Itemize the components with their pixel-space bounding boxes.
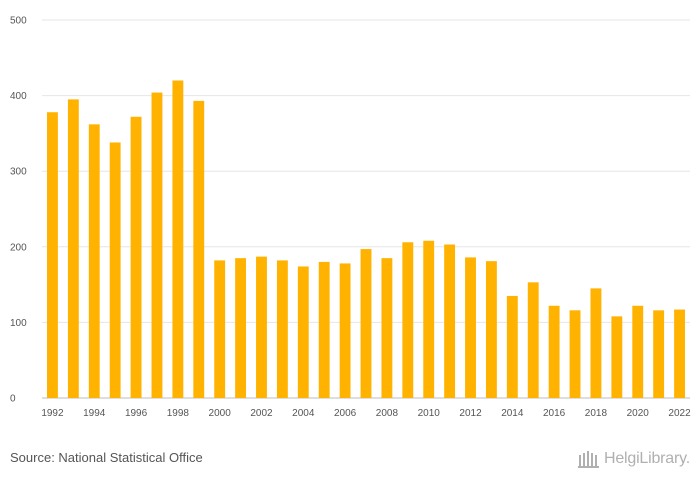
bar-2015	[527, 282, 539, 398]
bar-2009	[402, 242, 414, 398]
x-axis-labels: 1992 1994 1996 1998 2000 2002 2004 2006 2008 2010…	[41, 408, 691, 419]
x-tick-label: 1998	[167, 408, 190, 419]
bar-2022	[674, 309, 685, 398]
bar-2004	[297, 266, 309, 398]
x-tick-label: 2020	[627, 408, 650, 419]
bar-1999	[193, 100, 205, 398]
x-tick-label: 2008	[376, 408, 399, 419]
bar-2014	[506, 295, 518, 398]
bar-2019	[611, 316, 623, 398]
x-tick-label: 1996	[125, 408, 148, 419]
y-tick-label: 400	[10, 91, 27, 102]
bar-2002	[256, 256, 267, 398]
x-tick-label: 2006	[334, 408, 357, 419]
x-tick-label: 2022	[668, 408, 691, 419]
x-tick-label: 2004	[292, 408, 315, 419]
x-tick-label: 2014	[501, 408, 524, 419]
bar-2017	[569, 310, 581, 398]
grid-lines	[42, 19, 690, 399]
source-note: Source: National Statistical Office	[10, 450, 203, 465]
y-tick-label: 100	[10, 318, 27, 329]
library-building-icon	[577, 451, 599, 468]
y-tick-label: 300	[10, 167, 27, 178]
bar-2020	[632, 305, 644, 398]
bar-2000	[214, 260, 226, 398]
bar-2003	[276, 260, 288, 398]
bar-1995	[109, 142, 121, 398]
bar-2018	[590, 288, 602, 398]
bar-1994	[88, 124, 100, 398]
x-tick-label: 2018	[585, 408, 608, 419]
bar-2012	[465, 257, 476, 398]
bar-1996	[130, 116, 142, 398]
bar-2001	[235, 258, 247, 398]
bar-2005	[318, 261, 330, 398]
helgi-library-logo: HelgiLibrary.	[577, 448, 690, 470]
bar-2010	[423, 240, 435, 398]
y-tick-label: 500	[10, 16, 27, 27]
y-axis-labels: 0 100 200 300 400 500	[10, 16, 27, 405]
x-tick-label: 2016	[543, 408, 566, 419]
bar-1998	[172, 80, 184, 398]
bar-2011	[444, 244, 456, 398]
bars	[47, 80, 685, 399]
bar-2013	[485, 261, 497, 398]
x-tick-label: 2010	[418, 408, 441, 419]
bar-2006	[339, 263, 351, 398]
y-tick-label: 200	[10, 242, 27, 253]
bar-1992	[47, 112, 58, 399]
x-tick-label: 2002	[250, 408, 273, 419]
bar-2021	[653, 310, 665, 398]
bar-2007	[360, 249, 372, 398]
bar-2008	[381, 258, 393, 398]
x-tick-label: 1992	[41, 408, 64, 419]
x-tick-label: 1994	[83, 408, 106, 419]
bar-1997	[151, 92, 163, 399]
logo-text: HelgiLibrary.	[603, 450, 690, 467]
y-tick-label: 0	[10, 394, 16, 405]
bar-2016	[548, 305, 560, 398]
x-tick-label: 2012	[459, 408, 482, 419]
x-tick-label: 2000	[209, 408, 232, 419]
bar-1993	[67, 99, 79, 398]
